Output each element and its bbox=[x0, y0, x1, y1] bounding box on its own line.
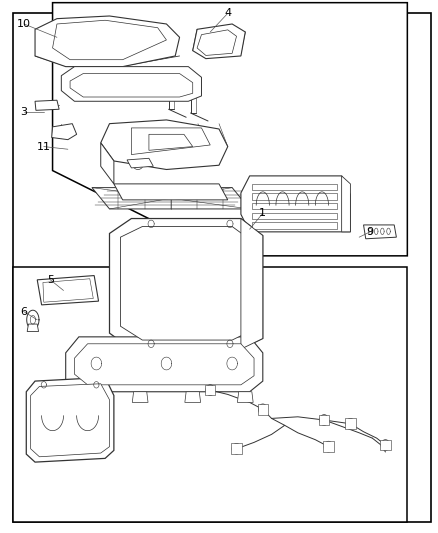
Polygon shape bbox=[241, 176, 350, 232]
Polygon shape bbox=[241, 219, 263, 349]
Polygon shape bbox=[185, 392, 201, 402]
Polygon shape bbox=[61, 67, 201, 101]
Polygon shape bbox=[27, 324, 39, 332]
Polygon shape bbox=[380, 440, 391, 450]
Polygon shape bbox=[120, 227, 252, 340]
Polygon shape bbox=[252, 203, 337, 209]
Polygon shape bbox=[52, 124, 77, 140]
Text: 5: 5 bbox=[47, 275, 54, 285]
Polygon shape bbox=[345, 418, 356, 429]
Polygon shape bbox=[149, 134, 193, 150]
Polygon shape bbox=[132, 392, 148, 402]
Polygon shape bbox=[131, 128, 210, 155]
Text: 11: 11 bbox=[37, 142, 51, 151]
Polygon shape bbox=[101, 143, 114, 184]
Polygon shape bbox=[92, 188, 250, 209]
Polygon shape bbox=[364, 225, 396, 239]
Polygon shape bbox=[37, 276, 99, 305]
Polygon shape bbox=[342, 176, 350, 232]
Polygon shape bbox=[323, 441, 334, 452]
Polygon shape bbox=[231, 443, 242, 454]
Text: 9: 9 bbox=[367, 227, 374, 237]
Text: 1: 1 bbox=[259, 208, 266, 218]
Polygon shape bbox=[66, 337, 263, 392]
Polygon shape bbox=[13, 266, 407, 522]
Text: 3: 3 bbox=[21, 107, 28, 117]
Polygon shape bbox=[53, 3, 407, 256]
Polygon shape bbox=[258, 404, 268, 415]
Polygon shape bbox=[237, 392, 253, 402]
Polygon shape bbox=[110, 219, 263, 349]
Polygon shape bbox=[70, 74, 193, 97]
Polygon shape bbox=[43, 279, 93, 302]
Polygon shape bbox=[101, 120, 228, 169]
Polygon shape bbox=[80, 392, 95, 402]
Polygon shape bbox=[35, 16, 180, 67]
Polygon shape bbox=[114, 184, 228, 200]
Polygon shape bbox=[252, 184, 337, 190]
Polygon shape bbox=[205, 385, 215, 395]
Text: 10: 10 bbox=[17, 19, 31, 29]
Polygon shape bbox=[35, 100, 59, 110]
Polygon shape bbox=[252, 222, 337, 229]
Polygon shape bbox=[53, 20, 166, 60]
Polygon shape bbox=[31, 384, 110, 457]
Polygon shape bbox=[252, 193, 337, 200]
Polygon shape bbox=[319, 415, 329, 425]
Text: 6: 6 bbox=[21, 307, 28, 317]
Polygon shape bbox=[127, 158, 153, 168]
Polygon shape bbox=[252, 213, 337, 219]
Polygon shape bbox=[74, 344, 254, 385]
Text: 4: 4 bbox=[224, 9, 231, 18]
Polygon shape bbox=[197, 30, 237, 55]
Polygon shape bbox=[26, 377, 114, 462]
Polygon shape bbox=[193, 24, 245, 59]
